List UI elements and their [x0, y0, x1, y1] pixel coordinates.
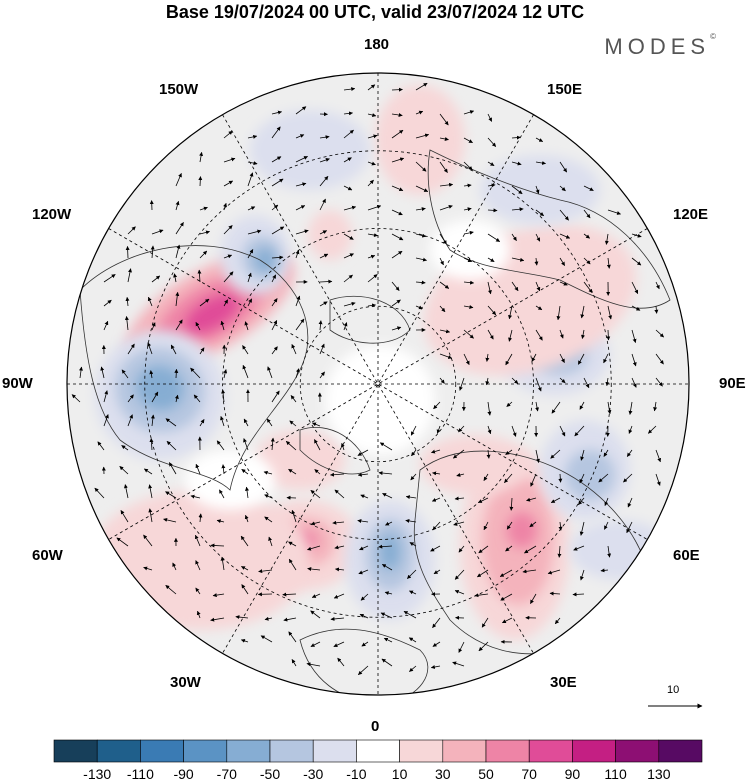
brand-text: MODES — [604, 34, 711, 59]
colorbar-tick-label: -30 — [303, 766, 324, 782]
lon-label-60e: 60E — [673, 547, 700, 564]
brand-mark: © — [710, 32, 716, 41]
colorbar-swatch — [658, 739, 703, 763]
colorbar-swatch — [485, 739, 530, 763]
map-title: Base 19/07/2024 00 UTC, valid 23/07/2024… — [165, 2, 585, 22]
lon-label-120w: 120W — [32, 206, 72, 223]
colorbar-tick-label: -90 — [173, 766, 194, 782]
colorbar-tick-label: 50 — [478, 766, 494, 782]
lon-label-180: 180 — [364, 36, 390, 53]
colorbar-tick-label: 110 — [604, 766, 627, 782]
colorbar-swatch — [226, 739, 271, 763]
colorbar-tick-label: 30 — [435, 766, 451, 782]
colorbar-tick-label: 130 — [647, 766, 671, 782]
colorbar-tick-label: -50 — [259, 766, 281, 782]
map-disk — [67, 73, 689, 695]
colorbar-swatch — [269, 739, 314, 763]
lon-label-30w: 30W — [170, 674, 201, 691]
lon-label-30e: 30E — [550, 674, 577, 691]
colorbar-swatch — [528, 739, 573, 763]
colorbar-tick-label: 10 — [391, 766, 408, 782]
graticule — [67, 73, 689, 695]
colorbar-swatch — [572, 739, 616, 763]
colorbar-tick-label: 90 — [564, 766, 581, 782]
colorbar-swatch — [96, 739, 141, 763]
colorbar-swatch — [183, 739, 228, 763]
colorbar-swatch — [399, 739, 444, 763]
colorbar-swatch — [312, 739, 357, 763]
lon-label-90e: 90E — [719, 375, 746, 392]
colorbar-tick-label: 70 — [521, 766, 537, 782]
colorbar-tick-label: -110 — [126, 766, 154, 782]
colorbar-swatch — [356, 739, 400, 763]
colorbar-tick-label: -70 — [216, 766, 237, 782]
wind-vectors — [71, 82, 664, 675]
colorbar-swatch — [140, 739, 184, 763]
colorbar-swatch — [53, 739, 98, 763]
lon-label-60w: 60W — [32, 547, 63, 564]
colorbar-swatch — [442, 739, 487, 763]
lon-label-90w: 90W — [2, 375, 33, 392]
lon-label-120e: 120E — [673, 206, 709, 223]
colorbar-tick-label: -130 — [83, 766, 112, 782]
brand-logo: MODES© — [604, 32, 716, 60]
map-border — [66, 72, 690, 696]
colorbar — [53, 739, 703, 763]
lon-label-150w: 150W — [159, 81, 199, 98]
reference-vector-label: 10 — [667, 684, 680, 696]
colorbar-swatch — [615, 739, 660, 763]
colorbar-tick-label: -10 — [346, 766, 367, 782]
lon-label-150e: 150E — [547, 81, 583, 98]
lon-label-0: 0 — [371, 718, 380, 735]
